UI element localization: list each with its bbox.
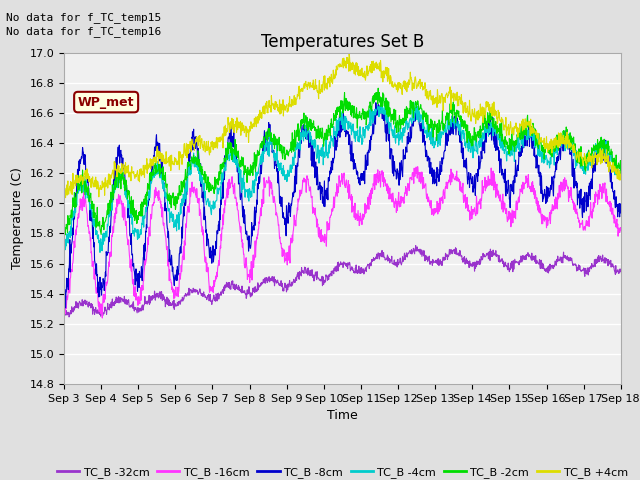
TC_B -4cm <box>617 167 625 172</box>
TC_B -16cm <box>502 206 510 212</box>
TC_B +4cm <box>617 176 625 181</box>
TC_B -16cm <box>171 295 179 300</box>
TC_B -16cm <box>552 206 559 212</box>
Line: TC_B -16cm: TC_B -16cm <box>64 167 621 318</box>
TC_B -8cm <box>372 100 380 106</box>
TC_B -4cm <box>502 152 510 158</box>
TC_B -8cm <box>61 305 69 311</box>
Title: Temperatures Set B: Temperatures Set B <box>260 33 424 51</box>
Text: No data for f_TC_temp15: No data for f_TC_temp15 <box>6 12 162 23</box>
TC_B +4cm <box>61 195 69 201</box>
TC_B -2cm <box>374 85 382 91</box>
Text: No data for f_TC_temp16: No data for f_TC_temp16 <box>6 26 162 37</box>
TC_B -16cm <box>429 213 437 218</box>
TC_B -4cm <box>429 134 437 140</box>
TC_B -8cm <box>171 275 179 281</box>
TC_B +4cm <box>502 130 510 135</box>
TC_B -32cm <box>552 258 559 264</box>
TC_B -16cm <box>246 275 254 280</box>
X-axis label: Time: Time <box>327 409 358 422</box>
TC_B -4cm <box>410 100 418 106</box>
TC_B -32cm <box>502 263 510 268</box>
TC_B -8cm <box>184 163 192 168</box>
TC_B -8cm <box>429 176 437 182</box>
Y-axis label: Temperature (C): Temperature (C) <box>11 168 24 269</box>
TC_B -2cm <box>184 164 192 169</box>
TC_B -8cm <box>246 245 254 251</box>
TC_B -4cm <box>171 222 179 228</box>
TC_B -2cm <box>502 142 510 147</box>
TC_B -8cm <box>617 210 625 216</box>
TC_B +4cm <box>552 141 559 146</box>
TC_B -32cm <box>429 258 437 264</box>
TC_B +4cm <box>171 155 179 160</box>
TC_B -2cm <box>429 123 437 129</box>
TC_B -8cm <box>552 168 559 174</box>
TC_B +4cm <box>60 188 68 193</box>
TC_B -4cm <box>60 243 68 249</box>
TC_B -2cm <box>552 148 559 154</box>
TC_B -32cm <box>171 302 179 308</box>
TC_B -16cm <box>184 204 192 210</box>
TC_B -2cm <box>246 162 254 168</box>
Line: TC_B -4cm: TC_B -4cm <box>64 103 621 252</box>
TC_B -16cm <box>99 315 106 321</box>
Legend: TC_B -32cm, TC_B -16cm, TC_B -8cm, TC_B -4cm, TC_B -2cm, TC_B +4cm: TC_B -32cm, TC_B -16cm, TC_B -8cm, TC_B … <box>52 462 632 480</box>
TC_B -2cm <box>617 172 625 178</box>
TC_B -2cm <box>171 201 179 206</box>
TC_B -32cm <box>184 289 192 295</box>
TC_B +4cm <box>184 151 192 156</box>
TC_B +4cm <box>346 51 353 57</box>
TC_B -32cm <box>412 243 420 249</box>
Line: TC_B -2cm: TC_B -2cm <box>64 88 621 235</box>
TC_B -4cm <box>246 194 254 200</box>
TC_B -2cm <box>60 226 68 232</box>
TC_B -4cm <box>552 150 559 156</box>
TC_B -4cm <box>184 172 192 178</box>
TC_B -32cm <box>246 294 254 300</box>
TC_B -2cm <box>61 232 69 238</box>
Line: TC_B -8cm: TC_B -8cm <box>64 103 621 308</box>
TC_B -32cm <box>65 314 73 320</box>
TC_B +4cm <box>246 126 254 132</box>
TC_B -32cm <box>617 268 625 274</box>
TC_B -16cm <box>414 164 422 169</box>
TC_B +4cm <box>429 98 437 104</box>
TC_B -8cm <box>502 178 510 184</box>
TC_B -16cm <box>60 303 68 309</box>
Text: WP_met: WP_met <box>78 96 134 108</box>
Line: TC_B -32cm: TC_B -32cm <box>64 246 621 317</box>
TC_B -32cm <box>60 311 68 316</box>
TC_B -16cm <box>617 227 625 233</box>
TC_B -8cm <box>60 304 68 310</box>
TC_B -4cm <box>96 250 104 255</box>
Line: TC_B +4cm: TC_B +4cm <box>64 54 621 198</box>
